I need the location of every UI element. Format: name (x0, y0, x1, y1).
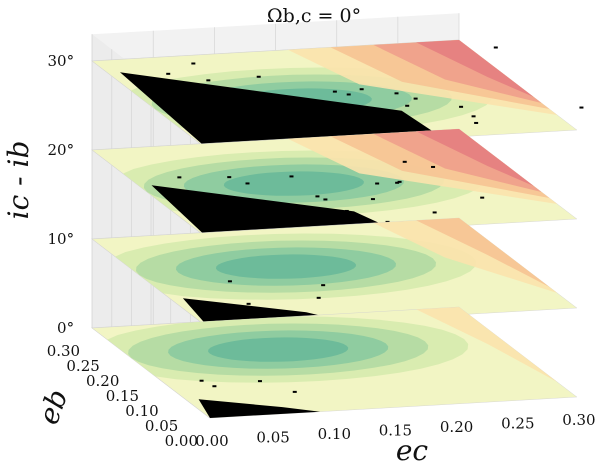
unstable-point (245, 182, 250, 185)
unstable-point (405, 104, 410, 107)
unstable-point (431, 165, 436, 168)
unstable-point (385, 220, 390, 223)
unstable-point (323, 198, 328, 201)
unstable-point (227, 176, 232, 179)
warm-band-1 (416, 218, 550, 287)
x-tick-label: 0.20 (440, 418, 473, 436)
x-tick-label: 0.15 (379, 422, 412, 440)
unstable-point (177, 176, 182, 179)
warm-band-3 (416, 40, 534, 97)
z-tick-label: 20° (48, 141, 75, 159)
unstable-point (206, 79, 211, 82)
unstable-point (395, 181, 400, 184)
y-tick-label: 0.05 (145, 417, 178, 435)
unstable-point (332, 90, 337, 93)
y-axis-label: eb (32, 385, 75, 429)
unstable-point (315, 195, 320, 198)
unstable-point (166, 72, 171, 75)
contour-band-3 (216, 254, 356, 279)
warm-band-0 (373, 218, 558, 293)
y-tick-label: 0.15 (106, 387, 139, 405)
y-tick-label: 0.20 (86, 372, 119, 390)
unstable-point (246, 302, 251, 305)
contour-band-3 (208, 337, 349, 362)
unstable-point (284, 213, 289, 216)
x-axis-label: ec (396, 434, 429, 467)
unstable-point (397, 180, 402, 183)
unstable-point (316, 296, 321, 299)
unstable-point (292, 390, 297, 393)
unstable-point (474, 121, 479, 124)
unstable-point (579, 106, 584, 109)
contour-layers (91, 39, 584, 419)
unstable-point (493, 46, 498, 49)
unstable-point (375, 182, 380, 185)
x-tick-label: 0.00 (195, 432, 228, 450)
warm-band-2 (373, 40, 542, 103)
unstable-point (288, 134, 293, 137)
x-tick-label: 0.10 (318, 425, 351, 443)
contour-band-3 (223, 171, 364, 196)
unstable-point (212, 385, 217, 388)
z-tick-label: 30° (48, 52, 75, 70)
unstable-region (198, 399, 321, 418)
layer-0deg (91, 306, 578, 419)
y-tick-label: 0.10 (125, 402, 158, 420)
unstable-point (292, 205, 297, 208)
z-tick-label: 10° (48, 230, 75, 248)
warm-band-0 (416, 307, 558, 382)
y-tick-label: 0.00 (165, 432, 198, 450)
layer-20deg (91, 128, 578, 241)
unstable-point (432, 211, 437, 214)
unstable-point (207, 206, 212, 209)
unstable-point (207, 306, 212, 309)
layer-30deg (91, 39, 584, 152)
z-axis-label: ic - ib (2, 141, 35, 220)
unstable-point (344, 209, 349, 212)
unstable-point (395, 113, 400, 116)
y-tick-label: 0.25 (66, 357, 99, 375)
unstable-point (349, 218, 354, 221)
unstable-point (471, 115, 476, 118)
unstable-point (227, 280, 232, 283)
x-tick-label: 0.25 (501, 415, 534, 433)
unstable-point (257, 380, 262, 383)
y-tick-label: 0.30 (47, 342, 80, 360)
unstable-point (199, 379, 204, 382)
unstable-point (359, 88, 364, 91)
warm-band-3 (416, 129, 534, 186)
unstable-point (375, 114, 380, 117)
unstable-point (247, 216, 252, 219)
unstable-point (321, 284, 326, 287)
unstable-point (480, 196, 485, 199)
unstable-point (301, 205, 306, 208)
unstable-point (245, 121, 250, 124)
unstable-point (413, 97, 418, 100)
x-tick-label: 0.05 (256, 429, 289, 447)
unstable-point (370, 198, 375, 201)
unstable-region (120, 72, 443, 151)
unstable-point (459, 105, 464, 108)
tick-labels: 0.00 0.05 0.10 0.15 0.20 0.25 0.300.000.050.10… (47, 52, 596, 450)
unstable-point (289, 175, 294, 178)
unstable-point (191, 62, 196, 65)
unstable-point (346, 93, 351, 96)
unstable-point (402, 160, 407, 163)
chart-title: Ωb,c = 0° (267, 5, 361, 27)
z-tick-label: 0° (57, 319, 74, 337)
unstable-point (394, 92, 399, 95)
warm-band-2 (373, 129, 542, 192)
unstable-point (226, 105, 231, 108)
unstable-point (256, 75, 261, 78)
x-tick-label: 0.30 (562, 411, 595, 429)
